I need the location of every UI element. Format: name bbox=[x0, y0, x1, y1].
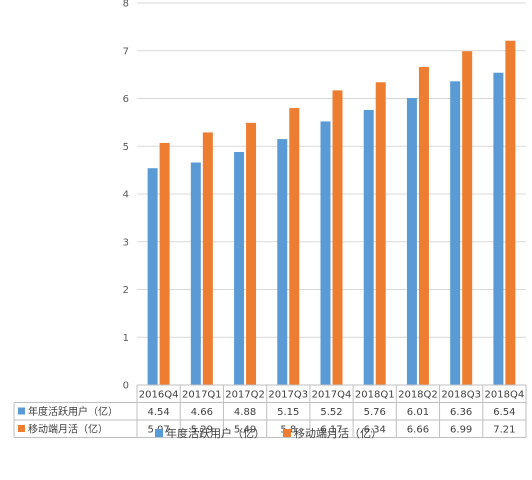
bar-2-2018Q1 bbox=[375, 82, 386, 385]
data-label: 5.15 bbox=[277, 407, 299, 418]
data-label: 6.66 bbox=[407, 425, 429, 436]
data-label: 7.21 bbox=[493, 425, 515, 436]
bar-1-2018Q3 bbox=[450, 81, 461, 385]
data-label: 6.01 bbox=[407, 407, 429, 418]
legend-swatch bbox=[155, 429, 163, 437]
data-label: 6.17 bbox=[320, 425, 342, 436]
y-tick-label: 7 bbox=[123, 46, 129, 57]
x-tick-label: 2016Q4 bbox=[139, 390, 179, 401]
y-tick-label: 2 bbox=[123, 285, 129, 296]
x-tick-label: 2018Q4 bbox=[485, 390, 525, 401]
x-tick-label: 2017Q2 bbox=[225, 390, 265, 401]
bar-1-2017Q4 bbox=[320, 121, 331, 386]
data-label: 5.29 bbox=[191, 425, 213, 436]
bar-1-2018Q2 bbox=[406, 98, 417, 386]
data-label: 4.66 bbox=[191, 407, 213, 418]
table-series-label: 移动端月活（亿） bbox=[28, 423, 108, 436]
bar-1-2016Q4 bbox=[147, 168, 158, 385]
bar-2-2018Q3 bbox=[462, 51, 473, 385]
data-label: 4.54 bbox=[147, 407, 169, 418]
bar-2-2018Q4 bbox=[505, 40, 516, 385]
bar-1-2017Q1 bbox=[190, 162, 201, 385]
bar-2-2017Q2 bbox=[246, 122, 257, 385]
data-label: 6.36 bbox=[450, 407, 472, 418]
x-tick-label: 2017Q4 bbox=[312, 390, 352, 401]
x-tick-label: 2017Q1 bbox=[182, 390, 222, 401]
y-tick-label: 5 bbox=[123, 142, 129, 153]
legend-label: 年度活跃用户（亿） bbox=[166, 426, 265, 440]
y-tick-label: 4 bbox=[123, 190, 129, 201]
data-label: 6.99 bbox=[450, 425, 472, 436]
bar-1-2018Q4 bbox=[493, 72, 504, 385]
bar-2-2017Q1 bbox=[202, 132, 213, 385]
data-label: 5.52 bbox=[320, 407, 342, 418]
x-tick-label: 2017Q3 bbox=[268, 390, 308, 401]
bar-1-2017Q2 bbox=[234, 151, 245, 385]
legend-label: 移动端月活（亿） bbox=[294, 427, 382, 440]
bar-2-2016Q4 bbox=[159, 142, 170, 385]
table-legend-key bbox=[18, 425, 25, 432]
data-label: 4.88 bbox=[234, 407, 256, 418]
y-tick-label: 0 bbox=[123, 381, 129, 392]
y-tick-label: 1 bbox=[123, 333, 129, 344]
data-label: 5.76 bbox=[364, 407, 386, 418]
y-tick-label: 8 bbox=[123, 0, 129, 10]
bar-1-2018Q1 bbox=[363, 109, 374, 386]
data-label: 6.34 bbox=[364, 425, 386, 436]
legend-swatch bbox=[283, 429, 291, 437]
table-legend-key bbox=[18, 407, 25, 415]
x-tick-label: 2018Q3 bbox=[441, 390, 481, 401]
y-tick-label: 3 bbox=[123, 237, 129, 248]
bar-2-2017Q3 bbox=[289, 108, 300, 386]
data-label: 6.54 bbox=[493, 407, 515, 418]
x-tick-label: 2018Q1 bbox=[355, 390, 395, 401]
bar-1-2017Q3 bbox=[277, 139, 288, 385]
table-series-label: 年度活跃用户（亿） bbox=[28, 405, 118, 418]
y-tick-label: 6 bbox=[123, 94, 129, 105]
x-tick-label: 2018Q2 bbox=[398, 390, 438, 401]
data-label: 5.49 bbox=[234, 425, 256, 436]
bar-2-2018Q2 bbox=[418, 66, 429, 386]
bar-2-2017Q4 bbox=[332, 90, 343, 385]
